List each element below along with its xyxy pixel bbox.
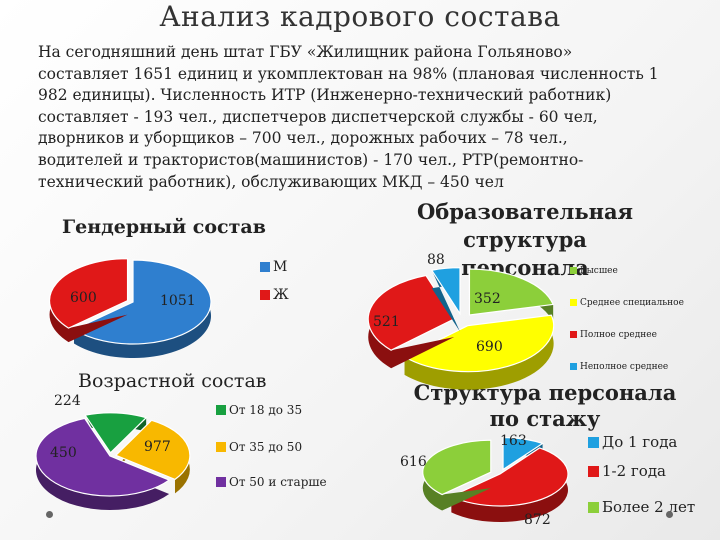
slide-title: Анализ кадрового состава	[159, 0, 561, 33]
pie-value-label-1-3: 88	[427, 252, 445, 268]
slide-dot-right	[666, 511, 673, 518]
pie-slice-side-3-1	[451, 447, 569, 523]
legend-label-3-1: 1-2 года	[602, 462, 666, 480]
pie-value-label-0-0: 1051	[160, 293, 196, 309]
legend-swatch-1-0	[570, 267, 577, 274]
body-line: 982 единицы). Численность ИТР (Инженерно…	[38, 86, 612, 105]
gender-chart-title: Гендерный состав	[62, 216, 266, 238]
pie-value-label-3-0: 163	[500, 433, 527, 449]
pie-slice-side-0-0	[73, 260, 212, 358]
legend-swatch-0-0	[260, 262, 270, 272]
body-line: составляет 1651 единиц и укомплектован н…	[38, 64, 659, 83]
pie-slice-1-1	[403, 314, 555, 373]
legend-label-2-1: От 35 до 50	[229, 440, 302, 454]
legend-swatch-1-2	[570, 331, 577, 338]
pie-slice-1-2	[367, 274, 456, 351]
pie-value-label-1-1: 690	[476, 339, 503, 355]
body-line: дворников и уборщиков – 700 чел., дорожн…	[38, 129, 568, 148]
body-line: На сегодняшний день штат ГБУ «Жилищник р…	[38, 43, 573, 61]
legend-swatch-3-1	[588, 466, 599, 477]
legend-swatch-1-1	[570, 299, 577, 306]
legend-label-3-0: До 1 года	[602, 433, 677, 451]
legend-label-0-0: М	[273, 259, 287, 275]
legend-swatch-1-3	[570, 363, 577, 370]
pie-slice-side-2-2	[35, 418, 170, 510]
legend-label-1-2: Полное среднее	[580, 330, 657, 340]
pie-slice-0-1	[48, 258, 129, 329]
legend-swatch-2-0	[216, 405, 226, 415]
pie-value-label-0-1: 600	[70, 290, 97, 306]
pie-value-label-1-0: 352	[474, 291, 501, 307]
body-line: составляет - 193 чел., диспетчеров диспе…	[38, 107, 598, 126]
legend-swatch-2-2	[216, 477, 226, 487]
pie-value-label-2-1: 450	[50, 445, 77, 461]
slide-dot-left	[46, 511, 53, 518]
legend-label-1-0: Высшее	[580, 266, 618, 276]
pie-slice-2-0	[84, 412, 148, 454]
pie-value-label-2-0: 224	[54, 393, 81, 409]
age-chart-title: Возрастной состав	[78, 370, 267, 392]
legend-label-2-0: От 18 до 35	[229, 403, 302, 417]
pie-slice-1-0	[468, 268, 555, 316]
body-line: водителей и трактористов(машинистов) - 1…	[38, 150, 584, 169]
legend-label-0-1: Ж	[273, 287, 289, 303]
legend-label-1-3: Неполное среднее	[580, 362, 668, 372]
pie-slice-1-3	[430, 267, 461, 316]
legend-swatch-3-2	[588, 502, 599, 513]
pie-slice-3-2	[422, 439, 492, 496]
pie-slice-2-2	[35, 417, 171, 497]
pie-value-label-3-1: 872	[524, 512, 551, 528]
legend-swatch-3-0	[588, 437, 599, 448]
pie-value-label-2-2: 977	[144, 439, 171, 455]
pie-value-label-3-2: 616	[400, 454, 427, 470]
pie-slice-3-0	[502, 436, 544, 471]
pie-value-label-1-2: 521	[373, 314, 400, 330]
legend-label-3-2: Более 2 лет	[602, 498, 695, 516]
legend-swatch-2-1	[216, 442, 226, 452]
pie-slice-2-1	[114, 419, 191, 481]
legend-label-2-2: От 50 и старше	[229, 475, 327, 489]
legend-label-1-1: Среднее специальное	[580, 298, 684, 308]
legend-swatch-0-1	[260, 290, 270, 300]
body-line: технический работник), обслуживающих МКД…	[38, 172, 504, 191]
body-paragraph: На сегодняшний день штат ГБУ «Жилищник р…	[38, 42, 678, 193]
